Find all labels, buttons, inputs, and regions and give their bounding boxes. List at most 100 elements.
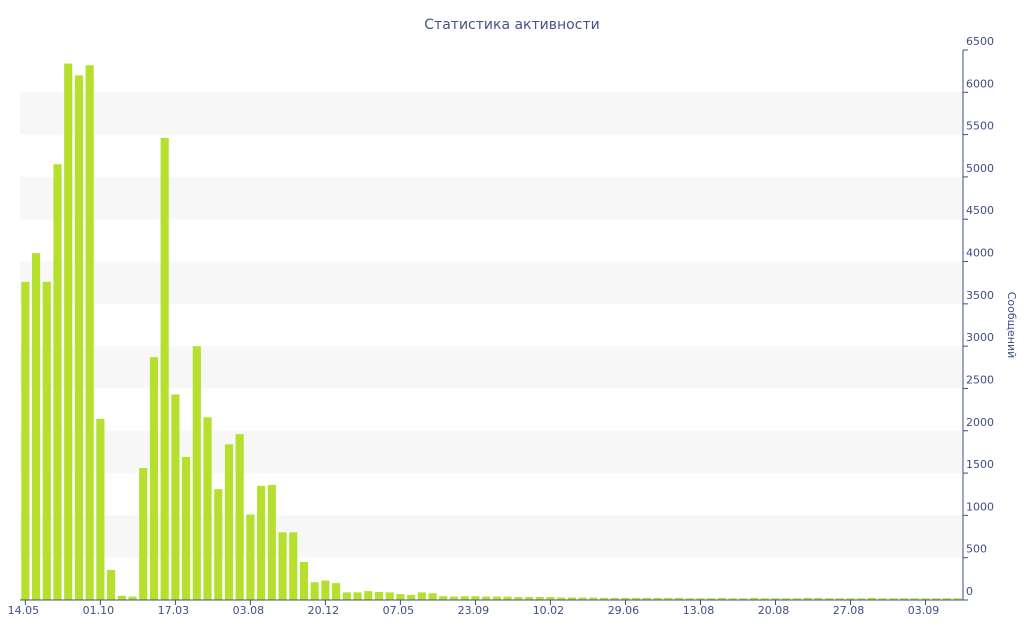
y-tick-label: 4000 <box>966 247 994 260</box>
bar <box>310 582 319 600</box>
bar <box>96 418 105 600</box>
x-tick-label: 14.05 <box>8 604 40 617</box>
bar <box>32 253 41 601</box>
y-tick-label: 4500 <box>966 204 994 217</box>
y-tick-label: 2000 <box>966 416 994 429</box>
grid-band <box>20 92 963 135</box>
grid-band <box>20 176 963 220</box>
bar <box>803 597 812 600</box>
bar <box>460 596 469 600</box>
bar <box>514 597 523 600</box>
bar <box>899 598 909 600</box>
x-tick-label: 07.05 <box>383 604 415 617</box>
bar <box>53 164 62 600</box>
bar <box>299 561 309 600</box>
bar <box>932 598 941 600</box>
bar <box>835 598 844 600</box>
bar <box>589 597 598 600</box>
x-tick-label: 27.08 <box>833 604 865 617</box>
bar <box>782 598 791 600</box>
bar <box>117 595 126 600</box>
bar <box>21 281 30 600</box>
bar <box>503 596 512 600</box>
bar <box>717 597 726 600</box>
bar <box>814 597 823 600</box>
bar <box>921 598 930 600</box>
bar <box>642 597 651 600</box>
grid-band <box>20 261 963 304</box>
x-tick-label: 29.06 <box>608 604 640 617</box>
bar <box>321 580 330 600</box>
bar <box>246 514 255 600</box>
bar <box>42 281 51 600</box>
x-tick-label: 03.08 <box>233 604 265 617</box>
bar <box>953 598 962 600</box>
x-tick-label: 13.08 <box>683 604 715 617</box>
bar <box>492 596 501 600</box>
bar <box>482 596 491 600</box>
bar <box>417 592 426 600</box>
bar <box>578 597 587 600</box>
bar <box>910 598 919 600</box>
bar <box>235 434 244 600</box>
bar <box>610 597 619 600</box>
bar <box>385 592 394 600</box>
bar <box>224 444 234 600</box>
bar <box>739 598 748 600</box>
bar <box>471 596 480 600</box>
bar <box>85 65 94 600</box>
bar <box>599 597 609 600</box>
bar <box>342 592 351 600</box>
bar <box>535 597 544 600</box>
bar <box>760 598 769 600</box>
x-tick-label: 20.12 <box>308 604 340 617</box>
x-tick-label: 10.02 <box>533 604 565 617</box>
bar <box>278 532 287 600</box>
bar <box>257 485 266 600</box>
bar <box>374 591 384 600</box>
bar <box>524 597 534 600</box>
bar <box>567 597 576 600</box>
y-tick-label: 0 <box>966 585 973 598</box>
bar <box>396 594 405 600</box>
bar <box>171 394 180 600</box>
bar <box>867 597 876 600</box>
bar <box>74 75 84 600</box>
y-tick-label: 6500 <box>966 35 994 48</box>
y-tick-label: 500 <box>966 543 987 556</box>
bar <box>128 596 137 600</box>
bar <box>149 357 159 600</box>
bar <box>107 569 116 600</box>
bar <box>664 597 673 600</box>
bar <box>632 597 641 600</box>
bar <box>653 597 662 600</box>
bar <box>824 598 834 600</box>
bar <box>728 598 737 600</box>
bar <box>685 598 694 600</box>
bar <box>428 593 437 600</box>
y-axis-label: Сообщений <box>1005 292 1018 359</box>
y-tick-label: 5000 <box>966 162 994 175</box>
bar <box>621 597 630 600</box>
bar <box>160 138 169 600</box>
x-tick-label: 01.10 <box>83 604 115 617</box>
bar <box>439 596 448 600</box>
bar <box>332 583 341 600</box>
bar <box>707 598 716 600</box>
bar <box>846 598 855 600</box>
bar <box>407 594 416 600</box>
bar <box>182 457 191 600</box>
y-tick-label: 1000 <box>966 500 994 513</box>
bar <box>192 346 201 600</box>
bar <box>203 417 212 600</box>
grid-band <box>20 346 963 389</box>
y-tick-label: 1500 <box>966 458 994 471</box>
bar <box>942 598 951 600</box>
bar <box>546 597 555 600</box>
bar <box>792 598 801 600</box>
bar <box>289 532 298 600</box>
x-tick-label: 17.03 <box>158 604 190 617</box>
bar <box>889 598 898 600</box>
